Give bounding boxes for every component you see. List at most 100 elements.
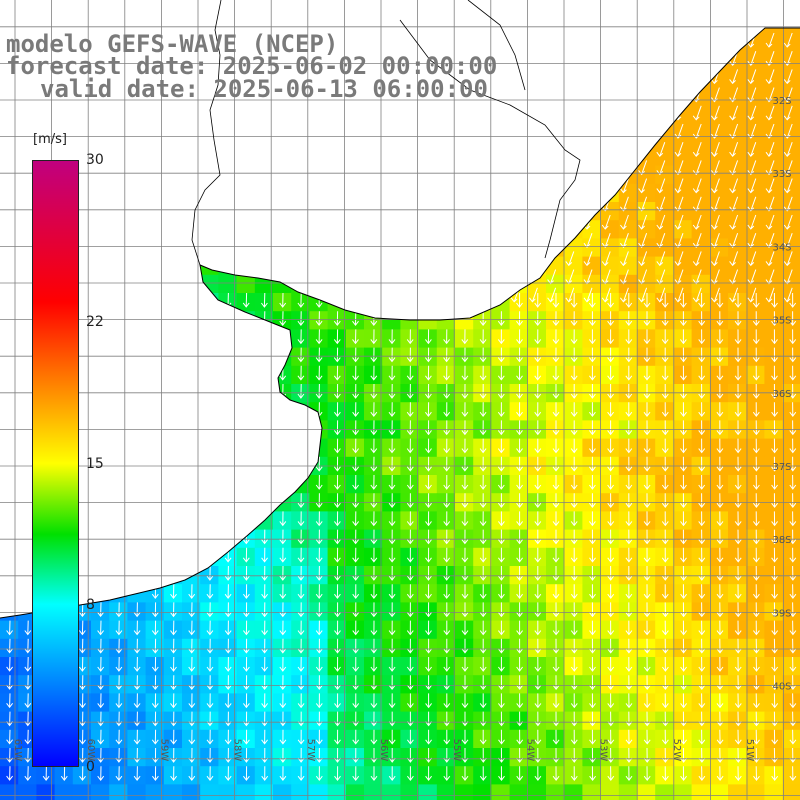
- wind-speed-cell: [600, 220, 620, 239]
- wind-arrow: [570, 511, 578, 527]
- wind-arrow: [789, 493, 797, 509]
- wind-speed-cell: [327, 584, 347, 603]
- wind-arrow: [643, 602, 651, 618]
- wind-arrow: [589, 638, 596, 654]
- wind-arrow: [498, 693, 505, 709]
- wind-speed-cell: [728, 638, 747, 658]
- wind-arrow: [625, 347, 633, 363]
- wind-speed-cell: [746, 748, 765, 767]
- wind-arrow: [661, 456, 669, 472]
- wind-arrow: [443, 748, 451, 763]
- wind-speed-cell: [728, 129, 747, 148]
- wind-arrow: [607, 675, 615, 691]
- wind-speed-cell: [327, 511, 347, 531]
- wind-arrow: [279, 620, 287, 636]
- wind-speed-cell: [728, 547, 747, 567]
- wind-arrow: [6, 693, 13, 709]
- wind-arrow: [589, 565, 596, 581]
- wind-speed-cell: [782, 438, 800, 458]
- wind-arrow: [674, 233, 684, 248]
- wind-speed-cell: [691, 147, 711, 167]
- wind-speed-cell: [728, 183, 747, 203]
- wind-speed-cell: [782, 256, 800, 276]
- wind-arrow: [370, 329, 378, 345]
- wind-speed-cell: [491, 748, 511, 767]
- wind-speed-cell: [637, 620, 656, 640]
- wind-arrow: [680, 565, 687, 581]
- wind-arrow: [625, 420, 633, 436]
- wind-speed-cell: [564, 620, 583, 640]
- wind-speed-cell: [618, 784, 638, 800]
- wind-arrow: [753, 602, 760, 618]
- wind-speed-cell: [527, 748, 547, 767]
- wind-arrow: [570, 711, 578, 727]
- wind-arrow: [753, 693, 760, 709]
- wind-speed-cell: [764, 147, 784, 167]
- wind-speed-cell: [382, 402, 401, 421]
- wind-arrow: [534, 529, 542, 545]
- wind-arrow: [692, 214, 702, 230]
- wind-arrow: [279, 638, 287, 654]
- wind-arrow: [243, 675, 250, 691]
- wind-arrow: [680, 311, 687, 327]
- wind-speed-cell: [418, 729, 438, 749]
- wind-speed-cell: [491, 729, 511, 749]
- wind-speed-cell: [145, 748, 165, 767]
- wind-arrow: [716, 438, 724, 454]
- wind-speed-cell: [764, 220, 784, 239]
- wind-speed-cell: [254, 584, 274, 603]
- wind-speed-cell: [436, 766, 456, 785]
- wind-arrow: [711, 269, 720, 285]
- wind-speed-cell: [782, 729, 800, 749]
- wind-speed-cell: [436, 347, 456, 367]
- wind-arrow: [589, 620, 596, 636]
- wind-speed-cell: [382, 511, 401, 531]
- wind-arrow: [570, 384, 578, 399]
- wind-arrow: [297, 747, 305, 763]
- wind-speed-cell: [491, 566, 511, 585]
- wind-arrow: [352, 456, 359, 472]
- wind-arrow: [151, 711, 159, 727]
- wind-arrow: [643, 493, 651, 509]
- wind-speed-cell: [236, 675, 256, 694]
- wind-arrow: [425, 493, 432, 509]
- wind-speed-cell: [546, 766, 565, 785]
- wind-speed-cell: [418, 620, 438, 640]
- wind-speed-cell: [764, 475, 784, 494]
- wind-speed-cell: [782, 311, 800, 330]
- wind-arrow: [352, 420, 359, 436]
- wind-speed-cell: [382, 365, 401, 385]
- wind-speed-cell: [436, 584, 456, 603]
- wind-arrow: [662, 675, 669, 691]
- wind-speed-cell: [746, 602, 765, 622]
- wind-speed-cell: [709, 729, 729, 749]
- wind-arrow: [425, 748, 432, 763]
- wind-arrow: [24, 711, 32, 727]
- wind-speed-cell: [527, 329, 547, 349]
- wind-speed-cell: [691, 129, 711, 148]
- wind-speed-cell: [0, 784, 19, 800]
- wind-speed-cell: [509, 438, 529, 458]
- wind-speed-cell: [764, 748, 784, 767]
- wind-arrow: [315, 493, 323, 509]
- wind-speed-cell: [746, 256, 765, 276]
- wind-speed-cell: [764, 329, 784, 349]
- wind-speed-cell: [491, 511, 511, 531]
- wind-arrow: [752, 329, 760, 345]
- wind-arrow: [406, 547, 414, 563]
- wind-speed-cell: [782, 620, 800, 640]
- wind-arrow: [589, 475, 596, 490]
- wind-arrow: [552, 547, 560, 563]
- wind-arrow: [516, 365, 523, 381]
- wind-speed-cell: [764, 129, 784, 148]
- wind-arrow: [643, 747, 651, 763]
- wind-arrow: [534, 347, 542, 363]
- wind-arrow: [601, 196, 611, 212]
- wind-speed-cell: [509, 693, 529, 713]
- wind-speed-cell: [109, 784, 128, 800]
- wind-speed-cell: [728, 220, 747, 239]
- wind-arrow: [680, 329, 687, 345]
- wind-arrow: [753, 493, 760, 509]
- wind-arrow: [224, 766, 232, 782]
- wind-arrow: [747, 123, 757, 139]
